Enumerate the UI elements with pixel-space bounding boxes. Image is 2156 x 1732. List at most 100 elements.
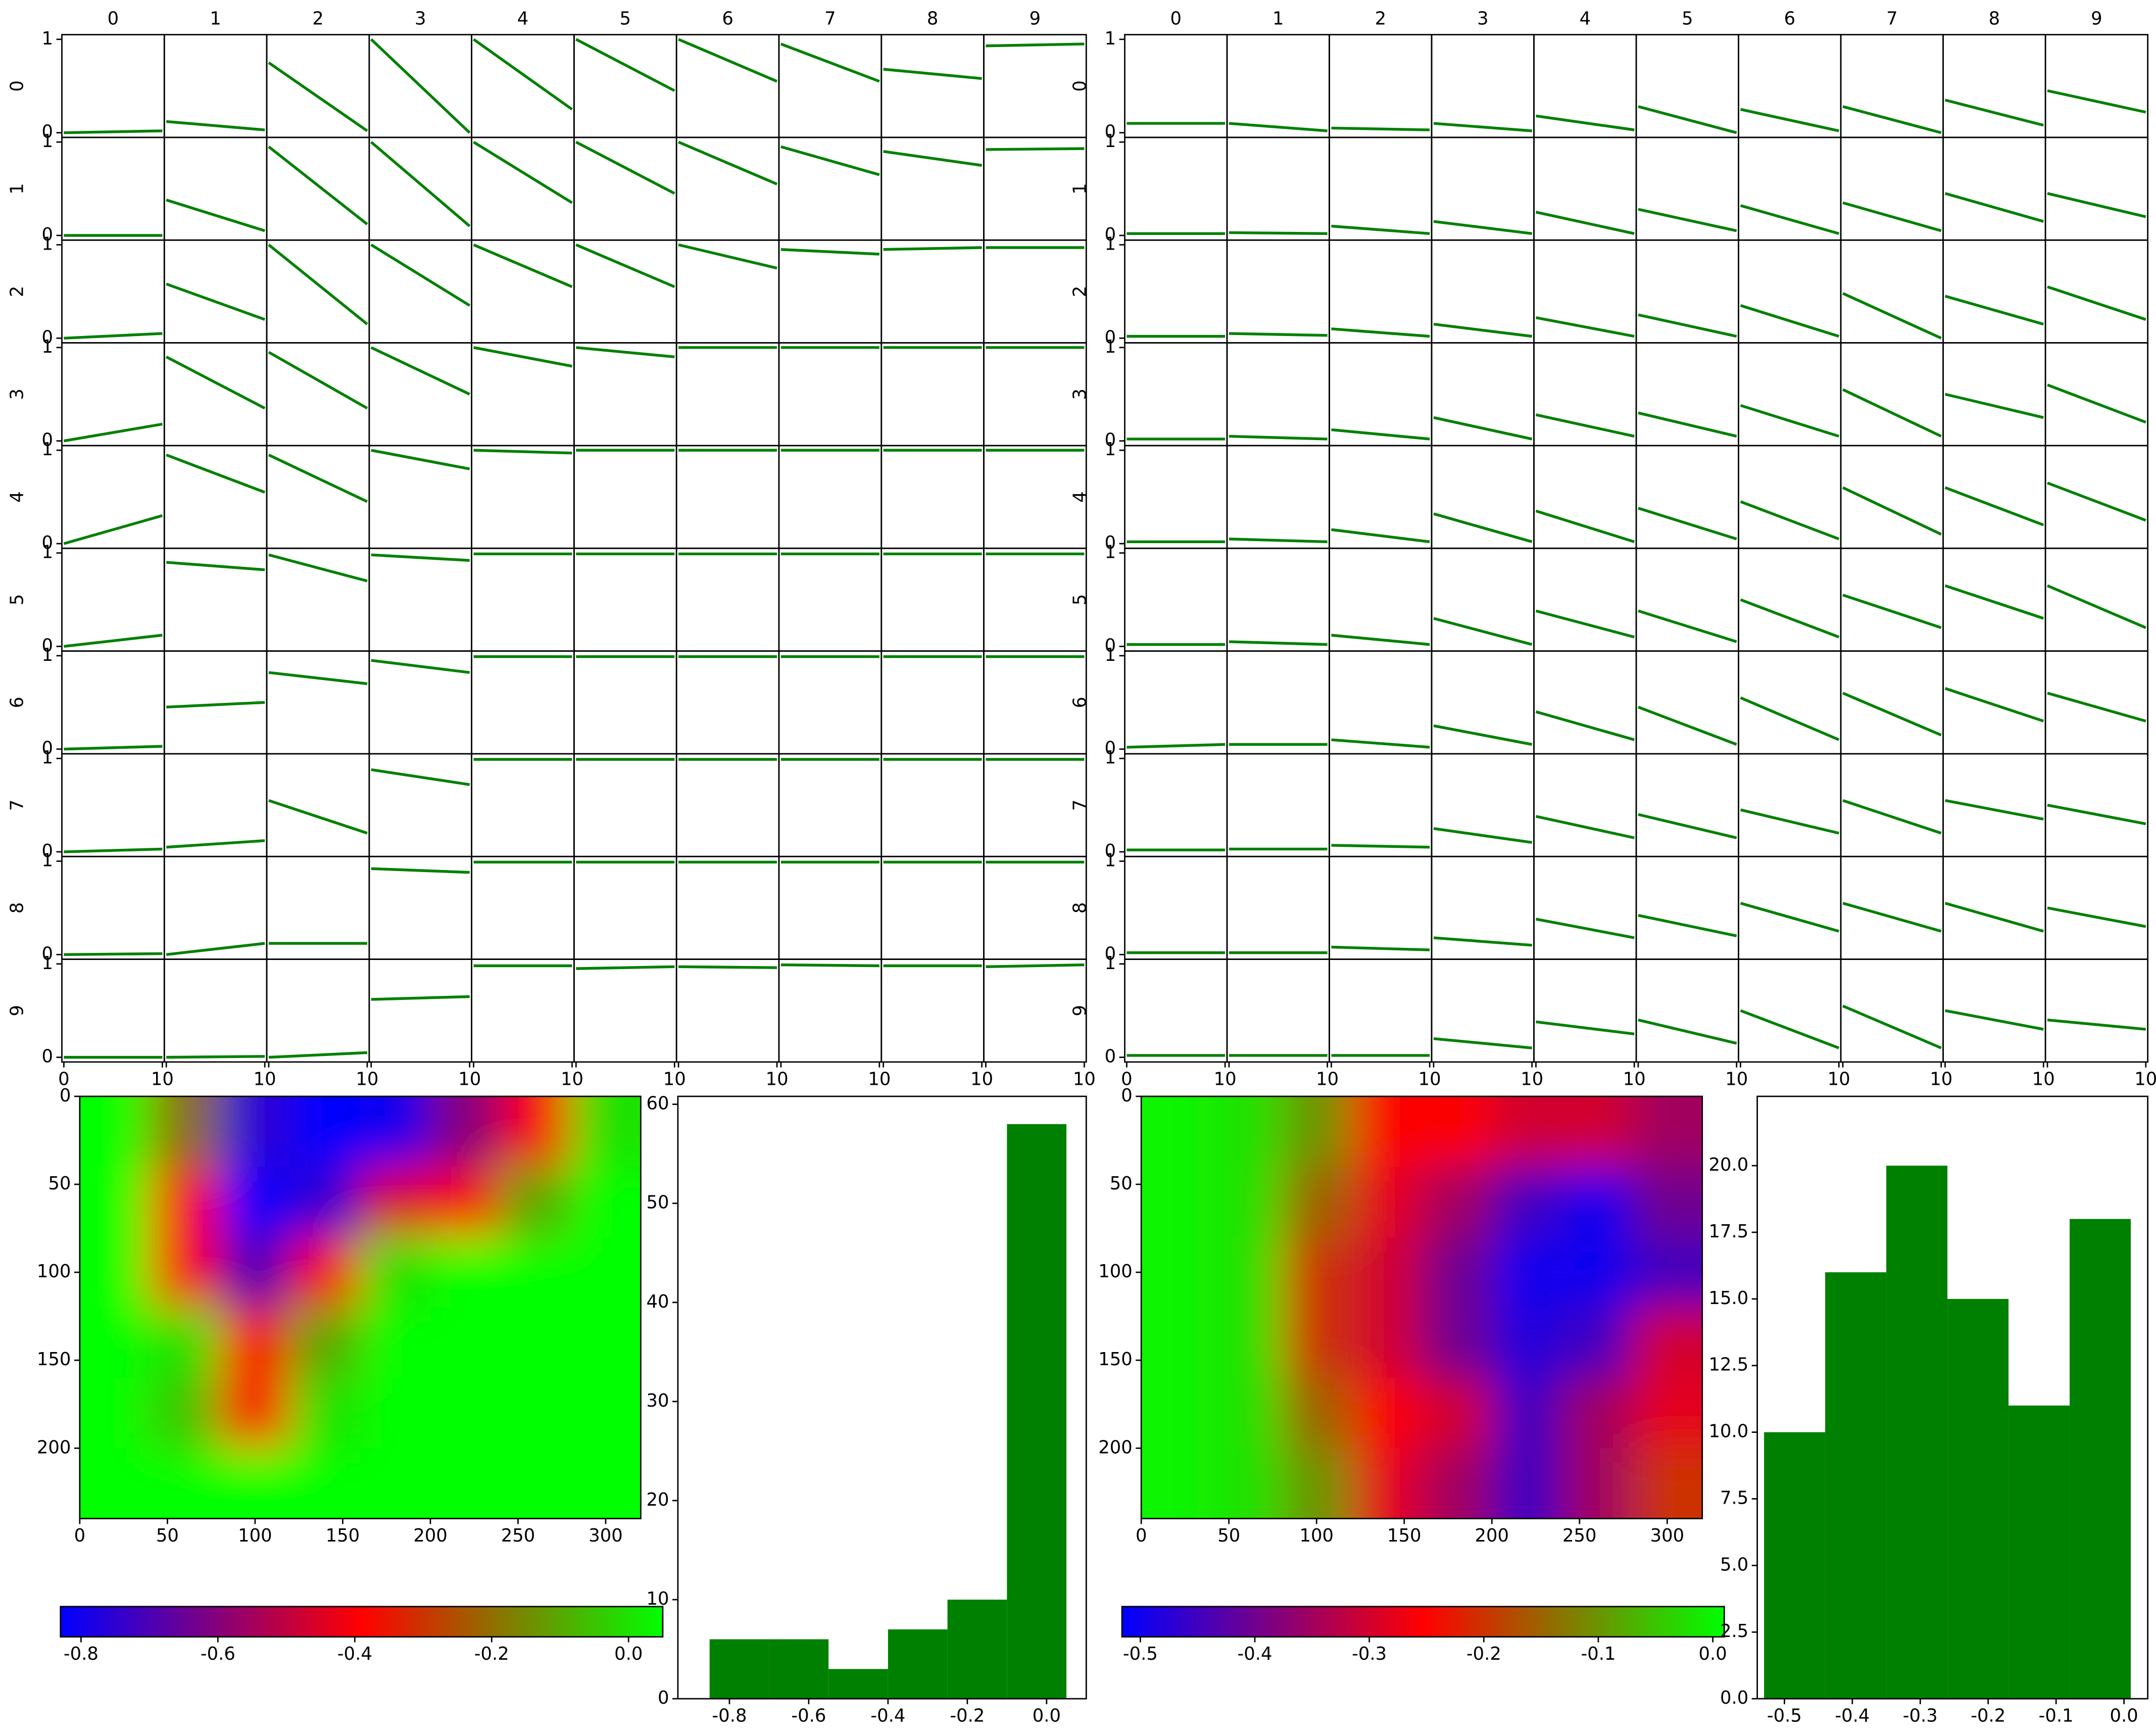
- heat-cell: [1562, 1237, 1634, 1309]
- cell: [573, 855, 677, 960]
- regression-line: [2047, 192, 2146, 218]
- column-label: 4: [517, 9, 529, 29]
- heat-cell: [1562, 1448, 1634, 1519]
- heat-cell: [430, 1307, 502, 1379]
- regression-line: [166, 199, 265, 232]
- heat-cell: [79, 1307, 152, 1379]
- y-tick-label: 0: [42, 841, 54, 861]
- heat-cell: [1281, 1378, 1353, 1450]
- column-label: 9: [1030, 9, 1041, 29]
- cell: [471, 342, 575, 447]
- column-label: 3: [415, 9, 426, 29]
- cell: [1329, 855, 1433, 960]
- row-label: 4: [7, 491, 27, 503]
- x-tick-label: 0: [1136, 1525, 1147, 1546]
- y-tick-label: 50: [646, 1192, 669, 1213]
- regression-line: [63, 514, 163, 545]
- regression-line: [1842, 388, 1942, 438]
- x-tick-label: -0.2: [1971, 1706, 2005, 1726]
- column-label: 7: [1886, 9, 1898, 29]
- regression-line: [678, 243, 777, 270]
- x-tick-label: -0.1: [2039, 1706, 2074, 1726]
- heat-cell: [1351, 1378, 1424, 1450]
- regression-line: [1433, 617, 1533, 646]
- regression-line: [678, 140, 778, 185]
- regression-line: [1229, 122, 1328, 132]
- heat-cell: [290, 1378, 362, 1450]
- y-tick-label: 1: [1105, 131, 1116, 152]
- cell: [1942, 547, 2046, 652]
- regression-line: [64, 332, 163, 340]
- row-label: 7: [1069, 799, 1090, 811]
- cell: [61, 239, 165, 344]
- cell: [1431, 136, 1535, 241]
- column-label: 7: [824, 9, 836, 29]
- heat-cell: [430, 1167, 502, 1239]
- regression-line: [1433, 936, 1532, 947]
- regression-line: [473, 140, 573, 204]
- x-tick-label: -0.8: [712, 1706, 747, 1726]
- regression-line: [1433, 827, 1533, 844]
- regression-line: [1945, 799, 2044, 821]
- regression-line: [268, 799, 368, 835]
- cell: [61, 958, 165, 1063]
- cell: [1738, 342, 1842, 447]
- x-tick-label: -0.4: [1835, 1706, 1870, 1726]
- axes-frame: [677, 1095, 1087, 1700]
- cell: [1226, 650, 1330, 755]
- bar: [1007, 1124, 1067, 1699]
- cell: [1635, 855, 1739, 960]
- cell: [1635, 136, 1739, 241]
- cell: [266, 136, 370, 241]
- regression-line: [1944, 99, 2044, 127]
- regression-line: [575, 243, 675, 288]
- y-tick-label: 0: [1105, 738, 1116, 759]
- heat-cell: [150, 1307, 222, 1379]
- regression-line: [1945, 1009, 2044, 1031]
- regression-line: [1944, 902, 2044, 933]
- regression-line: [1536, 114, 1635, 131]
- heat-cell: [1422, 1096, 1494, 1168]
- column-label: 1: [1272, 9, 1284, 29]
- cell: [471, 650, 575, 755]
- cell: [1942, 342, 2046, 447]
- regression-line: [268, 553, 368, 583]
- y-tick-label: 2.5: [1720, 1621, 1748, 1642]
- x-tick-label: 10: [254, 1069, 276, 1089]
- y-tick-label: 1: [42, 131, 54, 152]
- regression-line: [1331, 945, 1430, 951]
- regression-line: [371, 995, 470, 1001]
- y-tick-label: 10.0: [1708, 1421, 1748, 1442]
- x-tick-label: -0.8: [64, 1644, 99, 1664]
- regression-line: [2047, 482, 2146, 522]
- y-tick-label: 0: [60, 1085, 71, 1106]
- y-tick-label: 50: [48, 1173, 71, 1194]
- cell: [1226, 136, 1330, 241]
- cell: [1329, 753, 1433, 857]
- regression-line: [64, 847, 163, 853]
- cell: [1840, 34, 1944, 138]
- heat-cell: [1351, 1096, 1424, 1168]
- y-tick-label: 7.5: [1720, 1487, 1748, 1508]
- cell: [573, 958, 677, 1063]
- cell: [1840, 445, 1944, 549]
- regression-line: [1433, 322, 1533, 338]
- cell: [675, 753, 780, 857]
- regression-line: [1740, 500, 1840, 541]
- row-label: 0: [1069, 80, 1090, 92]
- x-tick-label: 150: [1387, 1525, 1422, 1546]
- regression-line: [1535, 918, 1635, 939]
- y-tick-label: 1: [42, 28, 54, 49]
- row-label: 9: [1069, 1005, 1090, 1017]
- cell: [1635, 753, 1739, 857]
- heat-cell: [1562, 1307, 1634, 1379]
- row-label: 6: [7, 697, 27, 708]
- cell: [778, 753, 883, 857]
- regression-line: [2047, 1018, 2146, 1031]
- regression-line: [1944, 584, 2044, 620]
- regression-line: [986, 42, 1085, 47]
- cell: [61, 136, 165, 241]
- heat-cell: [570, 1167, 641, 1239]
- regression-line: [1331, 634, 1430, 646]
- heatmap-cells: [1141, 1096, 1702, 1519]
